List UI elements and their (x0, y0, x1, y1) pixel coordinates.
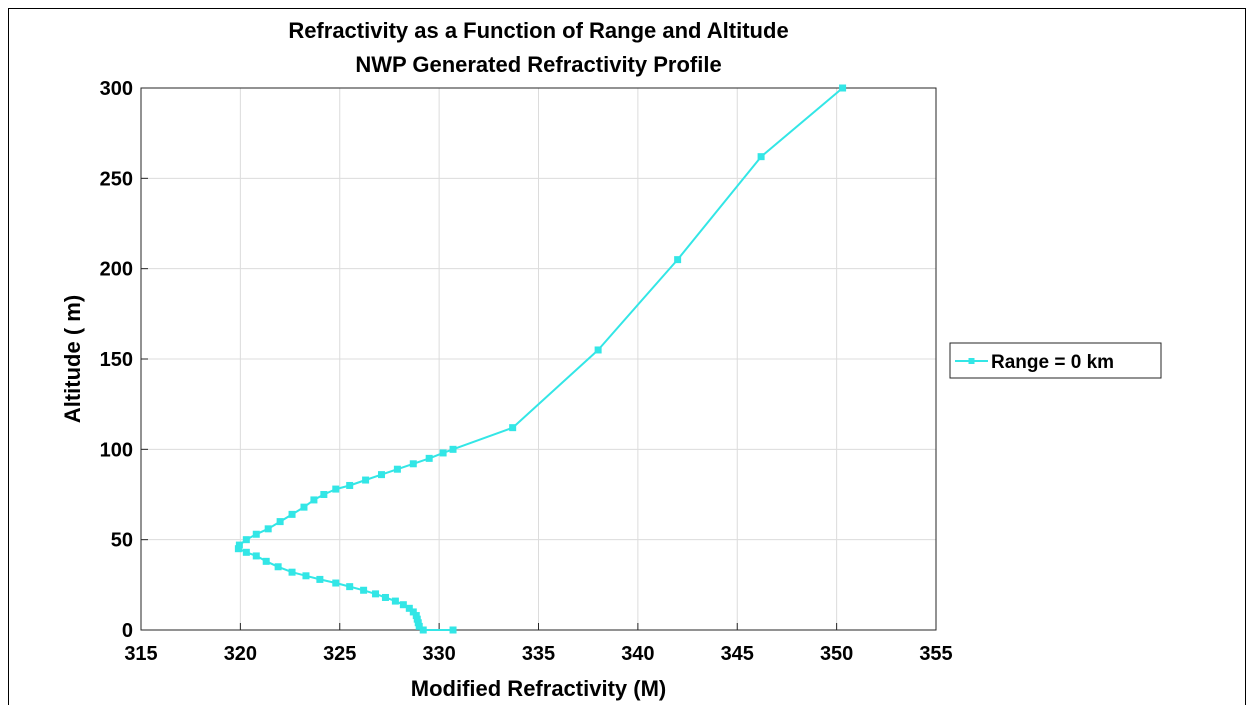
data-point-marker (449, 626, 457, 634)
data-point-marker (409, 460, 417, 468)
data-point-marker (362, 476, 370, 484)
y-tick-label: 0 (122, 620, 133, 642)
y-tick-label: 300 (100, 78, 133, 100)
legend: Range = 0 km (949, 342, 1162, 379)
x-tick-label: 340 (621, 643, 654, 665)
y-tick-label: 250 (100, 168, 133, 190)
figure-frame (8, 8, 1246, 705)
data-point-marker (377, 471, 385, 479)
data-point-marker (372, 590, 380, 598)
data-point-marker (252, 530, 260, 538)
legend-entry-label: Range = 0 km (991, 352, 1114, 373)
y-tick-label: 100 (100, 439, 133, 461)
y-tick-label: 200 (100, 259, 133, 281)
y-axis-label: Altitude ( m) (60, 295, 85, 423)
data-point-marker (346, 481, 354, 489)
x-tick-label: 325 (323, 643, 356, 665)
x-tick-label: 350 (820, 643, 853, 665)
data-point-marker (332, 485, 340, 493)
data-point-marker (252, 552, 260, 560)
data-point-marker (332, 579, 340, 587)
x-tick-label: 315 (124, 643, 157, 665)
data-point-marker (439, 449, 447, 457)
series-layer (234, 84, 847, 634)
data-point-marker (242, 548, 250, 556)
x-tick-label: 330 (422, 643, 455, 665)
data-point-marker (276, 518, 284, 526)
data-point-marker (381, 593, 389, 601)
data-point-marker (425, 454, 433, 462)
data-point-marker (405, 604, 413, 612)
data-point-marker (674, 256, 682, 264)
grid (140, 87, 937, 631)
data-point-marker (419, 626, 427, 634)
x-axis-label: Modified Refractivity (M) (411, 676, 666, 701)
data-point-marker (288, 568, 296, 576)
data-point-marker (262, 557, 270, 565)
data-point-marker (399, 601, 407, 609)
data-point-marker (346, 583, 354, 591)
data-point-marker (839, 84, 847, 92)
chart-title: Refractivity as a Function of Range and … (288, 18, 788, 43)
x-tick-label: 355 (919, 643, 952, 665)
y-tick-label: 50 (111, 530, 133, 552)
data-point-marker (409, 608, 417, 616)
data-point-marker (594, 346, 602, 354)
data-point-marker (302, 572, 310, 580)
x-tick-label: 320 (224, 643, 257, 665)
data-point-marker (235, 541, 243, 549)
x-tick-label: 335 (522, 643, 555, 665)
legend-marker-swatch (968, 358, 975, 364)
data-point-marker (393, 465, 401, 473)
data-point-marker (509, 424, 517, 432)
data-point-marker (300, 503, 308, 511)
data-point-marker (449, 445, 457, 453)
ticks: 315 320 325 330 335 340 345 350 355 0 50 100 150 200 2… (100, 78, 953, 665)
chart-subtitle: NWP Generated Refractivity Profile (355, 52, 721, 77)
data-point-marker (360, 586, 368, 594)
data-point-marker (316, 575, 324, 583)
data-point-marker (264, 525, 272, 533)
x-tick-label: 345 (721, 643, 754, 665)
data-point-marker (288, 510, 296, 518)
data-point-marker (274, 563, 282, 571)
y-tick-label: 150 (100, 349, 133, 371)
data-point-marker (757, 153, 765, 161)
data-point-marker (310, 496, 318, 504)
data-point-marker (391, 597, 399, 605)
data-point-marker (242, 536, 250, 544)
data-point-marker (320, 491, 328, 498)
